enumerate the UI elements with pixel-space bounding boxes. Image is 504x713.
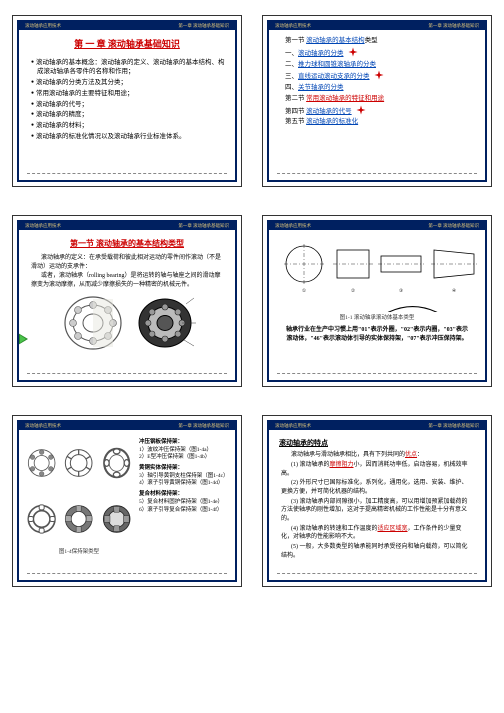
- slide-6: 滚动轴承应用技术 第一章 滚动轴承基础知识 滚动轴承的特点 滚动轴承与滑动轴承相…: [262, 415, 492, 587]
- bearing-assembly-icon: [134, 294, 196, 352]
- slide-header: 滚动轴承应用技术 第一章 滚动轴承基础知识: [19, 422, 235, 430]
- bullet: 滚动轴承的精度；: [29, 110, 225, 120]
- toc-link[interactable]: 关节轴承的分类: [298, 84, 344, 91]
- cage-icon: [62, 492, 95, 546]
- figure-caption: 图1-1 滚动轴承滚动体基本类型: [279, 314, 475, 322]
- feature-item: (1) 滚动轴承的摩擦阻力小，因而消耗功率低，启动容易，机械效率高。: [281, 461, 473, 478]
- figure-note: 轴承行业在生产中习惯上用"01"表示外圈，"02"表示内圈，"03"表示滚动体，…: [285, 326, 469, 343]
- slide-header: 滚动轴承应用技术 第一章 滚动轴承基础知识: [19, 22, 235, 30]
- header-left: 滚动轴承应用技术: [25, 422, 61, 430]
- toc-item: 四、关节轴承的分类: [279, 83, 475, 93]
- toc-item: 第五节 滚动轴承的标准化: [279, 117, 475, 127]
- bullet: 滚动轴承的基本概念：滚动轴承的定义、滚动轴承的基本结构、构成滚动轴承各零件的名称…: [29, 58, 225, 78]
- toc-item: 第二节 常用滚动轴承的特征和用途: [279, 94, 475, 104]
- header-right: 第一章 滚动轴承基础知识: [428, 22, 479, 30]
- star-icon: [348, 47, 358, 57]
- bullet: 滚动轴承的分类方法及其分类；: [29, 78, 225, 88]
- toc-link[interactable]: 滚动轴承的代号: [306, 108, 352, 115]
- slide-header: 滚动轴承应用技术 第一章 滚动轴承基础知识: [269, 422, 485, 430]
- bullet: 滚动轴承的材料；: [29, 121, 225, 131]
- feature-item: (3) 滚动轴承内部间隙很小，加工精度高，可以用增加预紧加载荷的方法使轴承的刚性…: [281, 498, 473, 524]
- figure-area: [29, 294, 225, 352]
- header-left: 滚动轴承应用技术: [25, 22, 61, 30]
- header-left: 滚动轴承应用技术: [25, 222, 61, 230]
- slide-header: 滚动轴承应用技术 第一章 滚动轴承基础知识: [269, 22, 485, 30]
- feature-item: (4) 滚动轴承的转速和工作温度的适应区域宽，工作条件的少量变化，对轴承的性能影…: [281, 525, 473, 542]
- cage-icon: [25, 436, 58, 490]
- slide3-title: 第一节 滚动轴承的基本结构类型: [29, 238, 225, 250]
- roller-shapes-icon: ① ② ③ ④: [279, 240, 479, 312]
- legend-head: 复合材料保持架：: [139, 491, 229, 499]
- toc-link[interactable]: 滚动轴承的分类: [298, 50, 344, 57]
- cage-icon: [25, 492, 58, 546]
- header-right: 第一章 滚动轴承基础知识: [178, 22, 229, 30]
- svg-text:④: ④: [452, 288, 457, 293]
- toc-list: 第一节 滚动轴承的基本结构类型 一、滚动轴承的分类 二、推力球和圆锥滚轴承的分类…: [279, 36, 475, 127]
- slide-2: 滚动轴承应用技术 第一章 滚动轴承基础知识 第一节 滚动轴承的基本结构类型 一、…: [262, 15, 492, 187]
- cage-icon: [100, 492, 133, 546]
- toc-link[interactable]: 滚动轴承的基本结构: [306, 37, 365, 44]
- toc-item: 三、直线运动滚动支承的分类: [279, 70, 475, 82]
- header-right: 第一章 滚动轴承基础知识: [428, 222, 479, 230]
- legend-body: 1）波纹冲压保持架（图1-4a） 2）E型冲压保持架（图1-4b）: [139, 447, 229, 462]
- slide-1: 滚动轴承应用技术 第一章 滚动轴承基础知识 第 一 章 滚动轴承基础知识 滚动轴…: [12, 15, 242, 187]
- footer-divider: [277, 573, 477, 574]
- header-left: 滚动轴承应用技术: [275, 422, 311, 430]
- svg-text:①: ①: [302, 288, 307, 293]
- feature-item: (5) 一般，大多数类型的轴承能同时承受径向和轴向载荷，可以简化结构。: [281, 543, 473, 560]
- intro: 滚动轴承与滑动轴承相比，具有下列共同的优点：: [281, 451, 473, 460]
- slide-grid: 滚动轴承应用技术 第一章 滚动轴承基础知识 第 一 章 滚动轴承基础知识 滚动轴…: [12, 15, 492, 587]
- slide1-title: 第 一 章 滚动轴承基础知识: [29, 38, 225, 52]
- header-left: 滚动轴承应用技术: [275, 22, 311, 30]
- star-icon: [374, 70, 384, 80]
- footer-divider: [277, 173, 477, 174]
- footer-divider: [27, 173, 227, 174]
- slide-header: 滚动轴承应用技术 第一章 滚动轴承基础知识: [269, 222, 485, 230]
- toc-link[interactable]: 直线运动滚动支承的分类: [298, 73, 370, 80]
- cage-legend: 冲压钢板保持架： 1）波纹冲压保持架（图1-4a） 2）E型冲压保持架（图1-4…: [139, 436, 229, 514]
- toc-item: 第四节 滚动轴承的代号: [279, 105, 475, 117]
- header-right: 第一章 滚动轴承基础知识: [178, 222, 229, 230]
- feature-item: (2) 外形尺寸已国际标准化，系列化，通用化，选用、安装、维护、更换方便，并可简…: [281, 479, 473, 496]
- legend-head: 黄铜实体保持架：: [139, 465, 229, 473]
- legend-body: 5）复合材料固护保持架（图1-4e） 6）滚子引导复合保持架（图1-4f）: [139, 499, 229, 514]
- svg-text:③: ③: [399, 288, 404, 293]
- footer-divider: [27, 373, 227, 374]
- para: 或者，滚动轴承（rolling bearing）是将运转的轴与轴座之间的滑动摩擦…: [31, 272, 223, 289]
- bullet: 滚动轴承的代号；: [29, 100, 225, 110]
- slide-5: 滚动轴承应用技术 第一章 滚动轴承基础知识 图1-4保持架类: [12, 415, 242, 587]
- cage-figure-grid: [25, 436, 133, 546]
- toc-link[interactable]: 常用滚动轴承的特征和用途: [306, 95, 384, 102]
- header-right: 第一章 滚动轴承基础知识: [428, 422, 479, 430]
- bullet: 滚动轴承的标准化情况以及滚动轴承行业标准体系。: [29, 132, 225, 142]
- bullet: 常用滚动轴承的主要特征和用途；: [29, 89, 225, 99]
- toc-item: 二、推力球和圆锥滚轴承的分类: [279, 60, 475, 70]
- slide6-title: 滚动轴承的特点: [279, 438, 475, 448]
- bearing-cutaway-icon: [58, 294, 128, 352]
- toc-link[interactable]: 推力球和圆锥滚轴承的分类: [298, 61, 376, 68]
- star-icon: [356, 105, 366, 115]
- slide-header: 滚动轴承应用技术 第一章 滚动轴承基础知识: [19, 222, 235, 230]
- svg-text:②: ②: [351, 288, 356, 293]
- figure-caption: 图1-4保持架类型: [25, 548, 133, 556]
- slide-3: 滚动轴承应用技术 第一章 滚动轴承基础知识 第一节 滚动轴承的基本结构类型 滚动…: [12, 215, 242, 387]
- legend-body: 3）轴引导黄铜支柱保持架（图1-4c） 4）滚子引导黄铜保持架（图1-4d）: [139, 473, 229, 488]
- slide-4: 滚动轴承应用技术 第一章 滚动轴承基础知识 ① ② ③: [262, 215, 492, 387]
- cage-icon: [100, 436, 133, 490]
- toc-item: 一、滚动轴承的分类: [279, 47, 475, 59]
- cage-icon: [62, 436, 95, 490]
- toc-item: 第一节 滚动轴承的基本结构类型: [279, 36, 475, 46]
- legend-head: 冲压钢板保持架：: [139, 439, 229, 447]
- toc-link[interactable]: 滚动轴承的标准化: [306, 118, 358, 125]
- para: 滚动轴承的定义：在承受载荷和彼此相对运动的零件间作滚动（不是滑动）运动的支承件：: [31, 254, 223, 271]
- green-arrow-badge: [18, 332, 28, 344]
- feature-list: (1) 滚动轴承的摩擦阻力小，因而消耗功率低，启动容易，机械效率高。(2) 外形…: [279, 461, 475, 561]
- footer-divider: [27, 573, 227, 574]
- footer-divider: [277, 373, 477, 374]
- header-left: 滚动轴承应用技术: [275, 222, 311, 230]
- header-right: 第一章 滚动轴承基础知识: [178, 422, 229, 430]
